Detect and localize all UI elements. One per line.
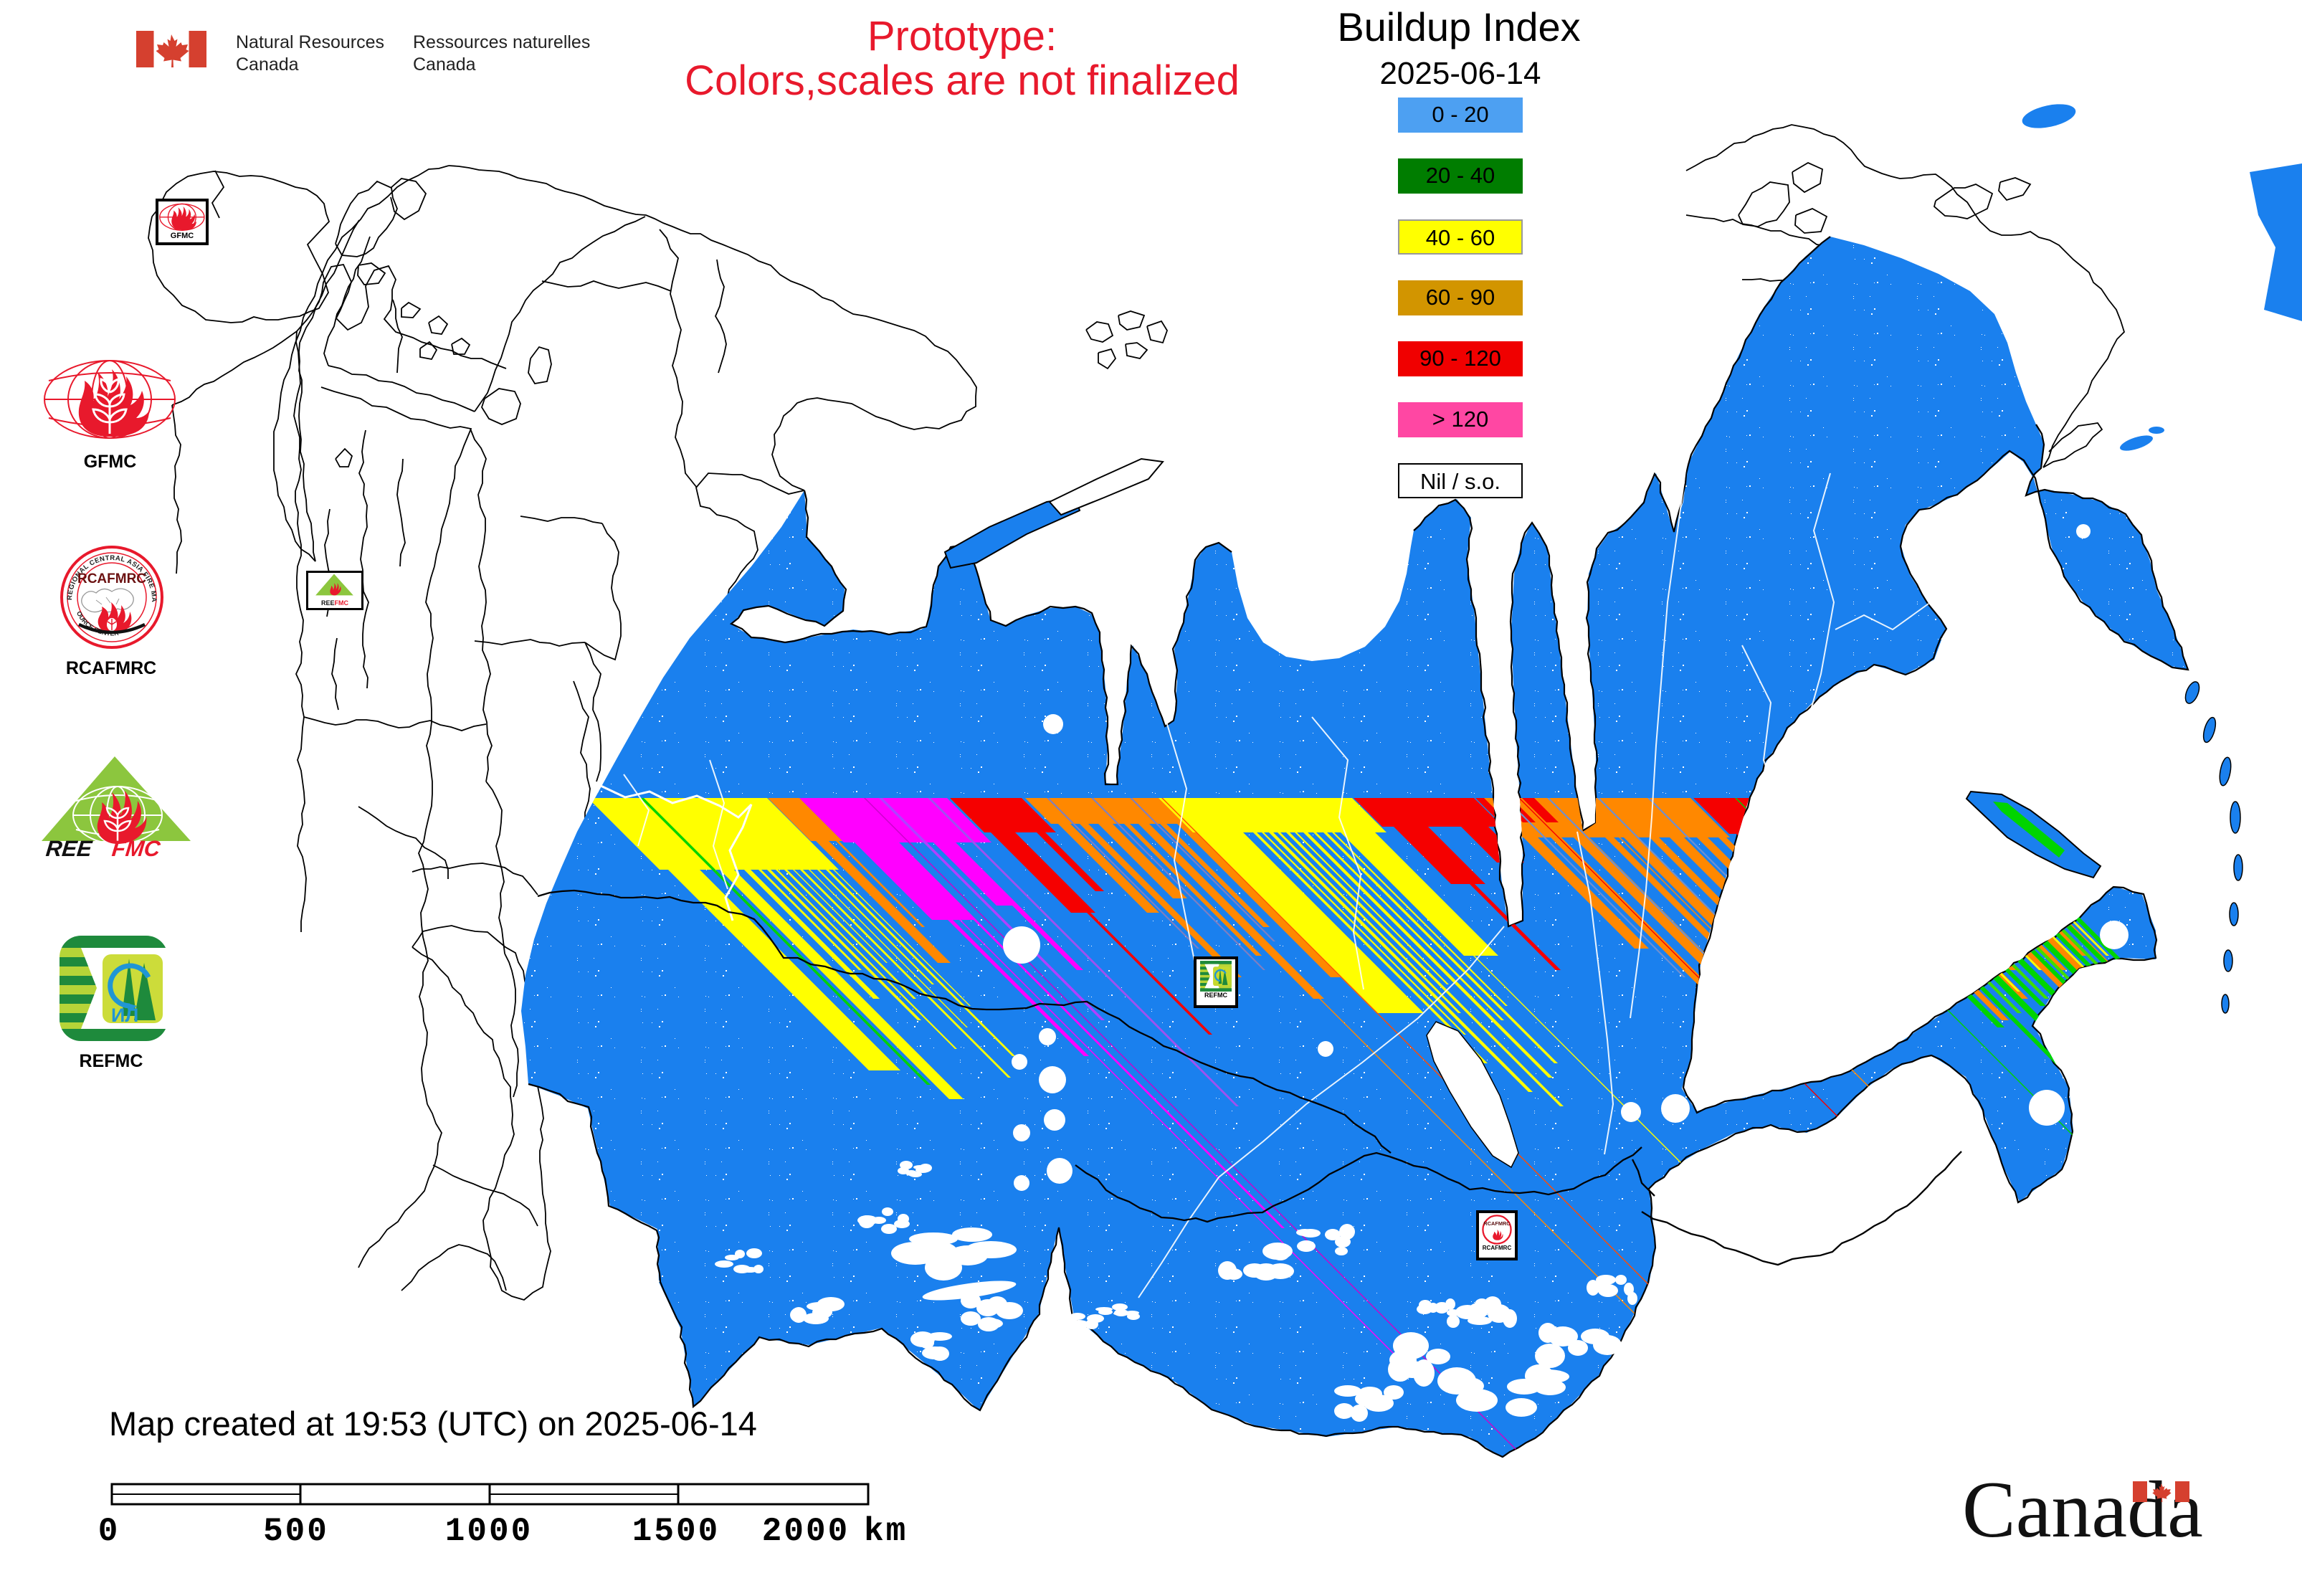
svg-text:km: km: [864, 1513, 908, 1550]
svg-text:ИЛ: ИЛ: [111, 1004, 138, 1026]
svg-text:1000: 1000: [445, 1513, 533, 1550]
svg-text:RCAFMRC: RCAFMRC: [1483, 1220, 1511, 1227]
svg-text:500: 500: [263, 1513, 329, 1550]
svg-text:2000: 2000: [762, 1513, 850, 1550]
svg-text:REE: REE: [44, 836, 94, 857]
svg-text:1500: 1500: [632, 1513, 720, 1550]
svg-text:0: 0: [98, 1513, 120, 1550]
svg-text:FMC: FMC: [110, 836, 161, 857]
svg-text:RCAFMRC: RCAFMRC: [77, 571, 146, 586]
